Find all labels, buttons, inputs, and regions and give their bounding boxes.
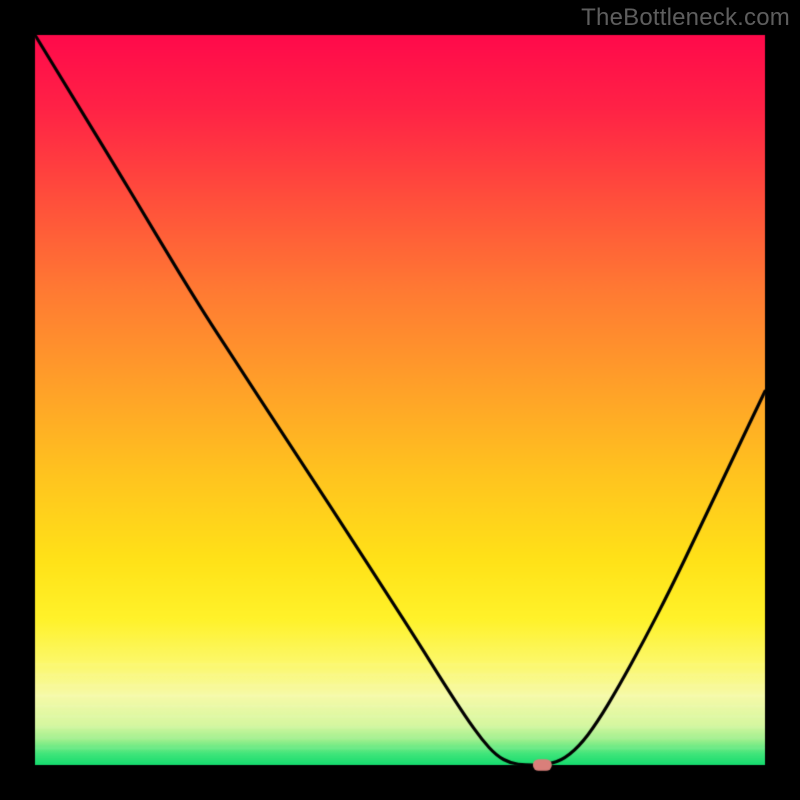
chart-root: TheBottleneck.com <box>0 0 800 800</box>
bottleneck-curve <box>0 0 800 800</box>
